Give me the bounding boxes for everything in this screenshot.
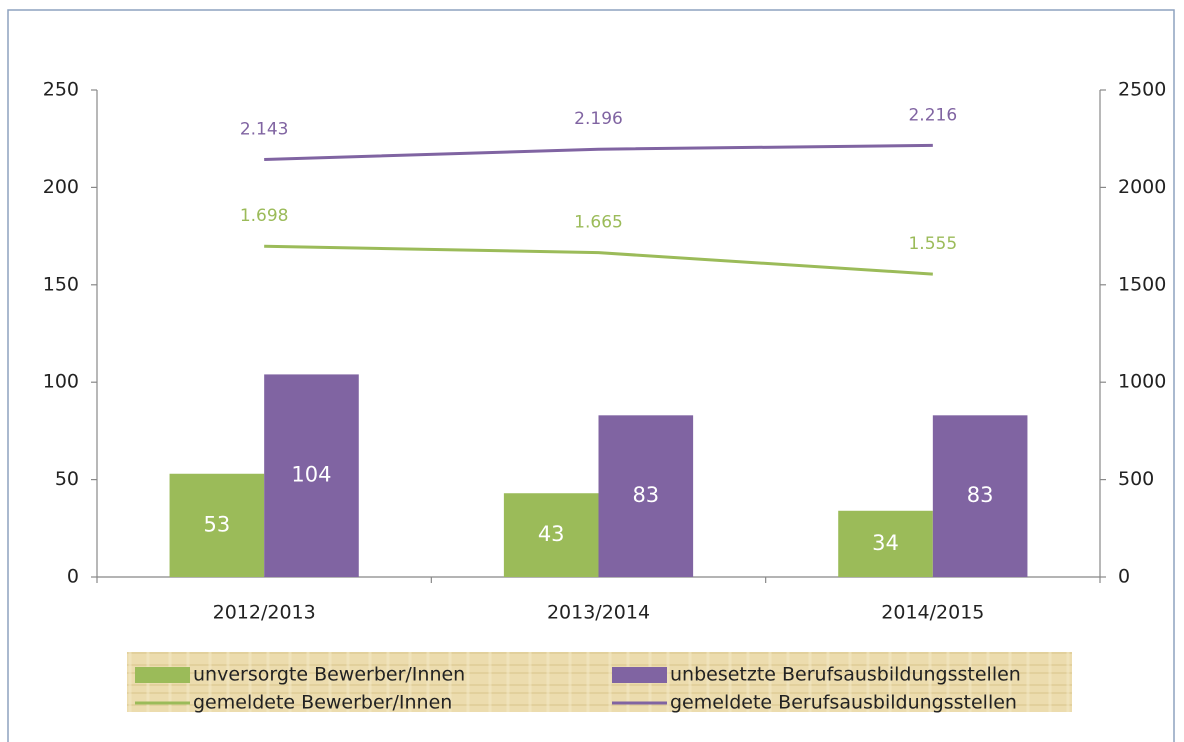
line-series (264, 143, 933, 162)
legend-swatch (612, 667, 667, 683)
line-label: 2.196 (574, 109, 623, 129)
line-label: 1.698 (240, 206, 289, 226)
x-tick-label: 2014/2015 (881, 602, 984, 624)
y-tick-label: 100 (43, 371, 79, 393)
line-label: 2.143 (240, 120, 289, 140)
y2-tick-label: 2000 (1118, 176, 1166, 198)
y-tick-label: 250 (43, 79, 79, 101)
line-label: 1.665 (574, 213, 623, 233)
x-tick-label: 2012/2013 (213, 602, 316, 624)
bar-label: 34 (872, 531, 899, 555)
x-tick-label: 2013/2014 (547, 602, 650, 624)
bar-label: 104 (291, 463, 331, 487)
bar-label: 43 (538, 522, 565, 546)
chart-frame (7, 9, 1175, 742)
y2-tick-label: 500 (1118, 468, 1154, 490)
legend-box (127, 652, 1072, 712)
bar (598, 415, 694, 577)
bar (169, 473, 265, 577)
line-label: 2.216 (908, 105, 957, 125)
bar (838, 510, 933, 577)
bar-label: 83 (967, 483, 994, 507)
bar (932, 415, 1028, 577)
y2-tick-label: 0 (1118, 566, 1130, 588)
bar (503, 493, 599, 577)
bar-label: 83 (632, 483, 659, 507)
line-label: 1.555 (908, 234, 957, 254)
line-series (264, 244, 933, 276)
legend-label: unversorgte Bewerber/Innen (193, 664, 465, 686)
y2-tick-label: 1500 (1118, 273, 1166, 295)
y-tick-label: 150 (43, 273, 79, 295)
legend-label: unbesetzte Berufsausbildungsstellen (670, 664, 1021, 686)
legend-label: gemeldete Berufsausbildungsstellen (670, 692, 1017, 714)
bar-label: 53 (203, 512, 230, 536)
y-tick-label: 50 (55, 468, 79, 490)
bar (264, 374, 359, 577)
legend-swatch (135, 667, 190, 683)
y-tick-label: 200 (43, 176, 79, 198)
legend-label: gemeldete Bewerber/Innen (193, 692, 452, 714)
y2-tick-label: 2500 (1118, 79, 1166, 101)
y-tick-label: 0 (67, 566, 79, 588)
y2-tick-label: 1000 (1118, 371, 1166, 393)
